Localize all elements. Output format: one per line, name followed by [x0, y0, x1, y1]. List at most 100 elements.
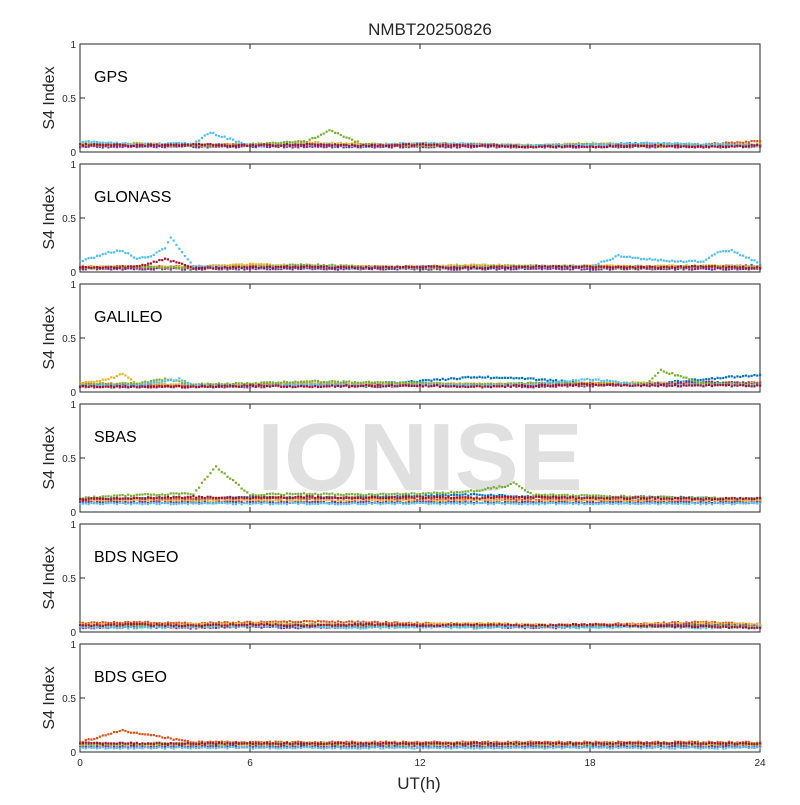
data-point	[544, 145, 546, 147]
data-point	[745, 267, 747, 269]
data-point	[651, 381, 653, 383]
data-point	[391, 144, 393, 146]
data-point	[93, 144, 95, 146]
data-point	[476, 145, 478, 147]
data-point	[751, 259, 753, 261]
data-point	[309, 139, 311, 141]
data-point	[442, 378, 444, 380]
data-point	[558, 381, 560, 383]
data-point	[572, 379, 574, 381]
data-point	[719, 377, 721, 379]
data-point	[246, 385, 248, 387]
y-tick-label: 0	[70, 388, 76, 399]
data-point	[600, 146, 602, 148]
data-point	[238, 382, 240, 384]
data-point	[119, 266, 121, 268]
data-point	[269, 144, 271, 146]
data-point	[510, 268, 512, 270]
data-point	[195, 146, 197, 148]
data-point	[209, 143, 211, 145]
axes-box	[80, 164, 760, 272]
data-point	[504, 145, 506, 147]
data-point	[124, 374, 126, 376]
data-point	[116, 267, 118, 269]
data-point	[79, 146, 81, 148]
data-point	[498, 145, 500, 147]
data-point	[232, 264, 234, 266]
data-point	[300, 140, 302, 142]
data-point	[289, 385, 291, 387]
data-point	[232, 385, 234, 387]
data-point	[116, 143, 118, 145]
data-point	[113, 386, 115, 388]
data-point	[572, 266, 574, 268]
data-point	[314, 141, 316, 143]
data-point	[294, 143, 296, 145]
data-point	[470, 377, 472, 379]
data-point	[201, 267, 203, 269]
data-point	[204, 144, 206, 146]
data-point	[184, 268, 186, 270]
data-point	[119, 385, 121, 387]
data-point	[107, 386, 109, 388]
data-point	[379, 266, 381, 268]
data-point	[82, 141, 84, 143]
data-point	[583, 146, 585, 148]
data-point	[547, 380, 549, 382]
data-point	[569, 265, 571, 267]
data-point	[292, 141, 294, 143]
data-point	[688, 146, 690, 148]
data-point	[303, 381, 305, 383]
data-point	[229, 384, 231, 386]
data-point	[173, 380, 175, 382]
data-point	[156, 251, 158, 253]
data-point	[175, 143, 177, 145]
data-point	[411, 266, 413, 268]
data-point	[79, 141, 81, 143]
data-point	[705, 266, 707, 268]
data-point	[629, 266, 631, 268]
data-point	[501, 266, 503, 268]
data-point	[388, 144, 390, 146]
data-point	[422, 143, 424, 145]
data-point	[107, 141, 109, 143]
data-point	[280, 266, 282, 268]
data-point	[388, 266, 390, 268]
data-point	[734, 266, 736, 268]
data-point	[317, 144, 319, 146]
data-point	[192, 143, 194, 145]
data-point	[671, 143, 673, 145]
data-point	[501, 145, 503, 147]
data-point	[615, 255, 617, 257]
data-point	[753, 140, 755, 142]
data-point	[402, 146, 404, 148]
data-point	[510, 145, 512, 147]
data-point	[99, 386, 101, 388]
data-point	[127, 386, 129, 388]
data-point	[666, 260, 668, 262]
data-point	[368, 145, 370, 147]
data-point	[82, 268, 84, 270]
data-point	[292, 264, 294, 266]
data-point	[714, 378, 716, 380]
data-point	[736, 267, 738, 269]
data-point	[586, 144, 588, 146]
data-point	[85, 146, 87, 148]
data-point	[513, 145, 515, 147]
data-point	[173, 240, 175, 242]
data-point	[484, 267, 486, 269]
data-point	[697, 381, 699, 383]
data-point	[107, 378, 109, 380]
data-point	[634, 257, 636, 259]
data-point	[708, 268, 710, 270]
data-point	[657, 372, 659, 374]
data-point	[569, 380, 571, 382]
data-point	[124, 252, 126, 254]
data-point	[623, 143, 625, 145]
data-point	[598, 268, 600, 270]
data-point	[181, 386, 183, 388]
data-point	[314, 380, 316, 382]
data-point	[260, 266, 262, 268]
data-point	[328, 267, 330, 269]
data-point	[93, 381, 95, 383]
